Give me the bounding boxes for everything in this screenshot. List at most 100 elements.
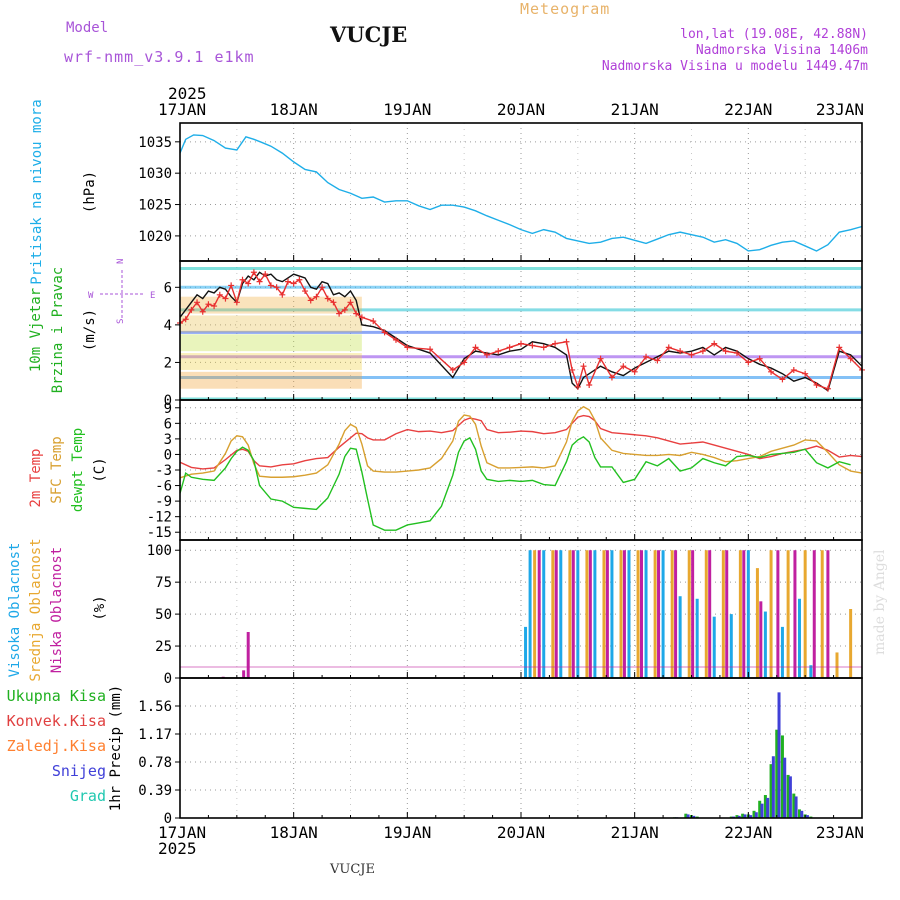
y-tick-label: 0 — [164, 393, 172, 409]
bar-precip_total — [797, 809, 801, 818]
wind-warm-band — [180, 334, 362, 352]
gust-marker — [256, 278, 263, 285]
top-date-label: 21JAN — [611, 100, 659, 119]
gust-marker — [688, 351, 695, 358]
y-tick-label: 0 — [164, 671, 172, 687]
bar-cloud_mid — [568, 550, 572, 678]
bar-cloud_low — [571, 550, 575, 678]
bar-cloud_mid — [602, 550, 606, 678]
bar-cloud_high — [576, 550, 580, 678]
gust-marker — [643, 353, 650, 360]
bar-cloud_mid — [704, 550, 708, 678]
bar-cloud_low — [588, 550, 592, 678]
gust-marker — [518, 340, 524, 347]
y-tick-label: 1020 — [138, 229, 172, 245]
bar-precip_snow — [760, 803, 764, 818]
gust-marker — [307, 297, 314, 304]
gust-marker — [239, 276, 246, 283]
gust-marker — [540, 344, 547, 351]
bar-precip_snow — [692, 815, 696, 818]
precip-legend-label: Ukupna Kisa — [7, 687, 106, 705]
gust-marker — [404, 344, 411, 351]
gust-marker — [461, 359, 468, 366]
bar-cloud_high — [593, 550, 597, 678]
bar-precip_snow — [737, 815, 741, 818]
gust-marker — [631, 368, 638, 375]
y-tick-label: 0.39 — [138, 783, 172, 799]
gust-marker — [358, 314, 365, 321]
gust-marker — [574, 383, 581, 390]
gust-marker — [194, 299, 201, 306]
y-tick-label: 9 — [164, 401, 172, 417]
bar-precip_snow — [766, 797, 770, 818]
bar-precip_total — [752, 810, 756, 818]
bottom-date-label: 19JAN — [383, 823, 431, 842]
gridlines — [180, 123, 862, 819]
bar-precip_total — [763, 795, 767, 818]
bar-cloud_low — [674, 550, 678, 678]
y-tick-label: 6 — [164, 280, 172, 296]
gust-marker — [279, 291, 286, 298]
y-tick-label: 1.56 — [138, 699, 172, 715]
bar-cloud_low — [639, 550, 643, 678]
gust-marker — [813, 381, 820, 388]
bar-cloud_low — [776, 550, 780, 678]
y-tick-label: 2 — [164, 355, 172, 371]
top-date-label: 20JAN — [497, 100, 545, 119]
bar-precip_snow — [686, 814, 690, 818]
y-tick-label: 100 — [147, 543, 172, 559]
y-tick-label: -9 — [155, 494, 172, 510]
bar-cloud_low — [554, 550, 558, 678]
top-date-label: 23JAN — [816, 100, 864, 119]
y-tick-label: 6 — [164, 416, 172, 432]
bar-precip_snow — [771, 756, 775, 818]
bar-cloud_high — [528, 550, 532, 678]
gust-marker — [529, 342, 536, 349]
gust-marker — [302, 288, 309, 295]
gust-marker — [483, 351, 490, 358]
station-title: VUCJE — [330, 22, 408, 47]
top-year-label: 2025 — [168, 84, 207, 103]
gust-marker — [495, 348, 502, 355]
gust-marker — [370, 318, 377, 325]
gust-marker — [711, 340, 718, 347]
gust-marker — [427, 346, 434, 353]
bar-cloud_mid — [738, 550, 742, 678]
bar-precip_total — [780, 735, 784, 818]
meteogram-label: Meteogram — [520, 0, 611, 18]
wind-band-fills — [180, 267, 862, 401]
gust-marker — [472, 344, 479, 351]
precip-legend-label: Grad — [70, 787, 106, 805]
gust-marker — [296, 276, 303, 283]
bar-cloud_low — [622, 550, 626, 678]
gust-marker — [449, 366, 456, 373]
bar-cloud_mid — [721, 550, 725, 678]
gust-marker — [790, 366, 797, 373]
gust-marker — [608, 374, 615, 381]
compass-w-label: W — [88, 291, 94, 301]
dewpoint-axis-title: dewpt Temp — [70, 428, 86, 512]
bar-precip_total — [775, 729, 779, 818]
bar-cloud_high — [559, 550, 563, 678]
gust-marker — [290, 280, 297, 287]
gust-marker — [392, 336, 399, 343]
bar-cloud_high — [729, 614, 733, 678]
elevation-label: Nadmorska Visina 1406m — [695, 43, 868, 58]
gust-marker — [353, 310, 360, 317]
cloud-mid-axis-title: Srednja Oblacnost — [28, 538, 44, 681]
temperature-unit: (C) — [92, 457, 108, 482]
precip-axis-title: 1hr Precip (mm) — [108, 685, 124, 811]
wind-axis-title-line1: 10m Vjetar — [28, 288, 44, 372]
gust-marker — [506, 344, 513, 351]
series-line-wind_speed — [179, 271, 863, 392]
bar-precip_total — [684, 813, 688, 818]
bar-cloud_low — [759, 601, 763, 678]
bar-cloud_mid — [769, 550, 773, 678]
series-line-dewpoint — [179, 435, 851, 531]
bar-cloud_high — [797, 598, 801, 678]
y-tick-label: 75 — [155, 575, 172, 591]
bar-cloud_high — [644, 550, 648, 678]
bar-cloud_mid — [755, 568, 759, 678]
y-tick-label: 1025 — [138, 198, 172, 214]
